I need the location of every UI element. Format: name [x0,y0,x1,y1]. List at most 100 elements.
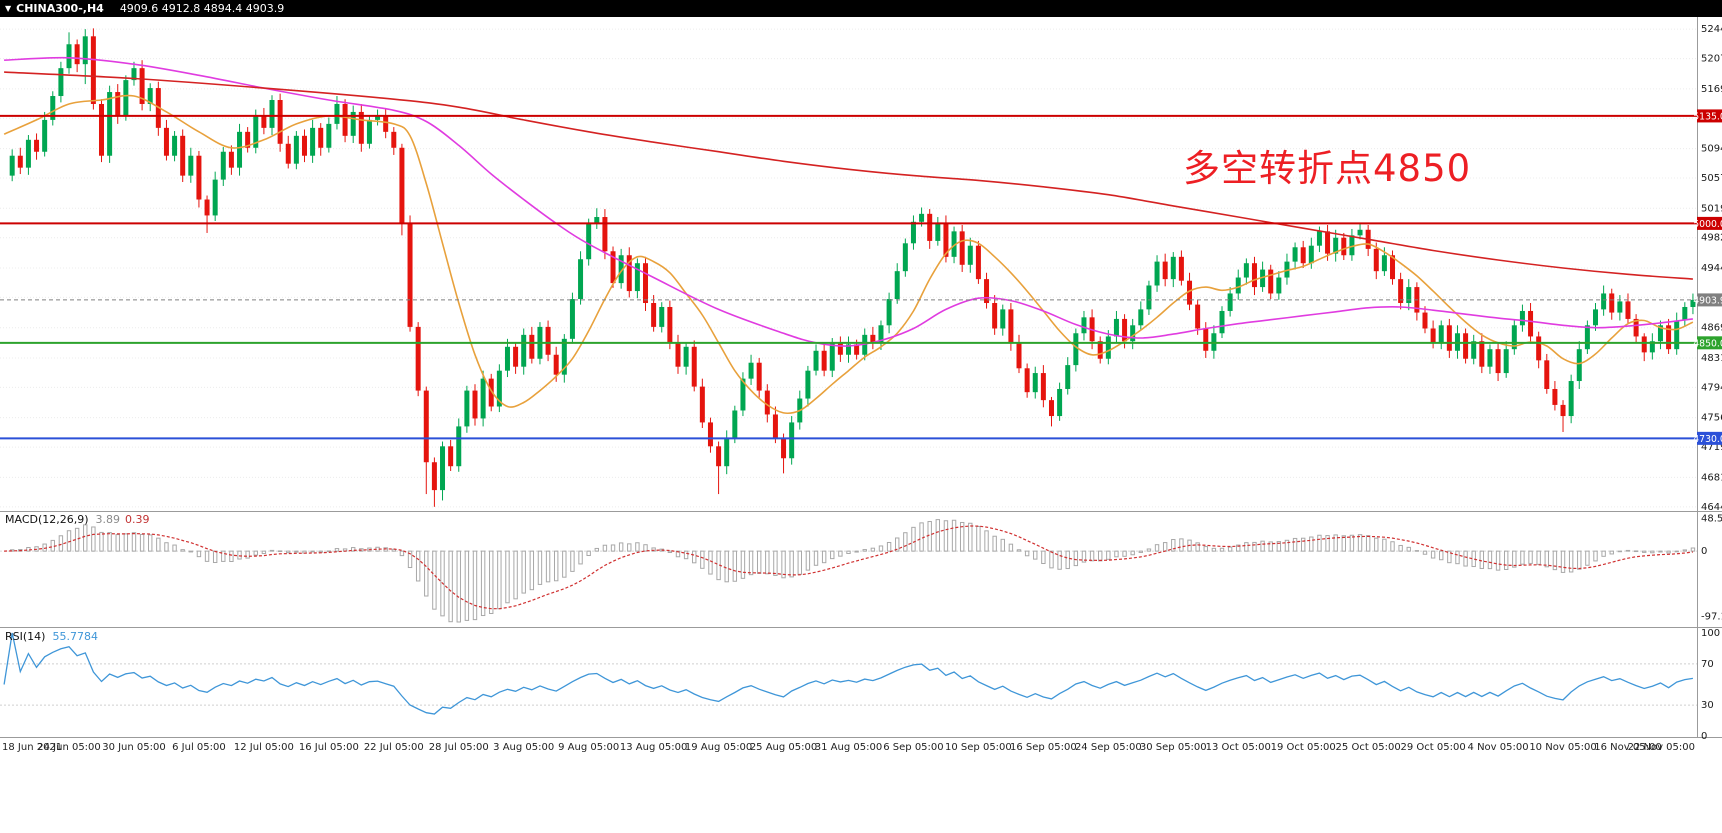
svg-text:5135.0: 5135.0 [1693,111,1722,122]
macd-histogram-bar [1560,550,1566,573]
svg-text:4719.0: 4719.0 [1701,442,1722,453]
macd-histogram-bar [1268,541,1273,552]
macd-histogram-bar [911,526,916,552]
macd-histogram-bar [1114,550,1119,558]
macd-histogram-bar [529,550,535,591]
macd-histogram-bar [1568,550,1574,573]
macd-histogram-bar [1374,537,1379,552]
macd-histogram-bar [1666,550,1671,554]
macd-histogram-bar [903,532,908,552]
price-badge [1697,109,1722,123]
macd-histogram-bar [261,550,267,555]
macd-histogram-bar [1625,549,1631,552]
macd-histogram-bar [1146,548,1152,552]
macd-histogram-bar [1057,550,1062,570]
macd-histogram-bar [846,550,851,554]
symbol-dropdown-icon[interactable]: ▼ [5,4,12,13]
svg-text:19 Aug 05:00: 19 Aug 05:00 [685,742,752,753]
macd-histogram-bar [959,521,965,552]
macd-histogram-bar [1690,547,1696,552]
macd-histogram-bar [1049,550,1054,569]
chart-annotation-text[interactable]: 多空转折点4850 [1183,147,1472,190]
macd-histogram-bar [1512,550,1517,568]
macd-histogram-bar [448,550,453,623]
macd-histogram-bar [1455,550,1460,565]
rsi-pane-label: RSI(14) 55.7784 [5,630,105,643]
macd-histogram-bar [675,550,681,558]
macd-histogram-bar [269,549,275,552]
price-axis[interactable]: 5244.0 5207.0 5169.0 5094.0 5057.0 5019.0 4982… [1701,24,1722,513]
svg-text:16 Nov 05:00: 16 Nov 05:00 [1594,742,1661,753]
macd-histogram-bar [1122,550,1127,557]
macd-histogram-bar [99,531,104,552]
macd-histogram-bar [870,547,876,552]
macd-histogram-bar [326,550,332,553]
macd-histogram-bar [74,527,80,552]
ma-magenta [4,56,1694,347]
macd-histogram-bar [1219,547,1225,552]
macd-histogram-bar [1642,550,1647,553]
indicator-axis[interactable]: 48.5 0 -97.13 100 70 30 0 [1701,513,1722,742]
macd-histogram-bar [1195,542,1200,552]
macd-histogram-bar [1422,550,1428,555]
svg-text:0: 0 [1701,546,1707,557]
svg-text:24 Jun 05:00: 24 Jun 05:00 [37,742,101,753]
macd-histogram-bar [838,550,843,557]
macd-histogram-bar [1398,544,1403,552]
macd-histogram-bar [927,521,932,552]
macd-histogram-bar [1000,538,1005,552]
svg-text:4850.0: 4850.0 [1693,338,1722,349]
macd-histogram-bar [651,547,656,552]
macd-histogram-bar [667,550,673,554]
macd-histogram-bar [399,550,405,557]
macd-histogram-bar [229,550,234,563]
macd-histogram-bar [172,544,177,552]
svg-text:100: 100 [1701,628,1720,639]
macd-histogram-bar [643,544,648,552]
macd-histogram-bar [1479,550,1485,569]
svg-text:4903.9: 4903.9 [1693,295,1722,306]
macd-histogram-bar [692,550,697,564]
rsi-title: RSI(14) [5,630,46,643]
svg-text:10 Nov 05:00: 10 Nov 05:00 [1529,742,1596,753]
macd-histogram-bar [1536,550,1541,565]
svg-text:25 Aug 05:00: 25 Aug 05:00 [750,742,817,753]
macd-histogram-bar [310,550,315,553]
macd-histogram-bar [1601,550,1606,557]
svg-text:5019.0: 5019.0 [1701,203,1722,214]
macd-histogram-bar [1609,550,1614,555]
macd-histogram-bar [854,550,859,553]
macd-histogram-bar [424,550,429,597]
macd-histogram-bar [1552,550,1558,571]
macd-histogram-bar [878,545,884,552]
macd-histogram-bar [578,550,583,565]
macd-histogram-bar [237,550,242,560]
macd-histogram-bar [732,550,738,582]
macd-histogram-bar [594,547,599,552]
svg-text:4 Nov 05:00: 4 Nov 05:00 [1468,742,1529,753]
macd-histogram-bar [188,550,194,553]
macd-histogram-bar [740,550,746,579]
macd-histogram-bar [1211,547,1217,552]
svg-text:19 Oct 05:00: 19 Oct 05:00 [1271,742,1336,753]
macd-histogram-bar [1390,541,1395,552]
macd-histogram-bar [489,550,494,614]
macd-histogram-bar [1430,550,1436,559]
horizontal-level-lines[interactable] [0,114,1697,440]
macd-main-value: 3.89 [95,513,121,526]
macd-histogram-bar [58,535,64,552]
macd-histogram-bar [1357,534,1363,552]
macd-histogram-bar [334,548,340,552]
macd-histogram-bar [805,550,811,571]
macd-histogram-bar [1495,550,1501,571]
svg-text:70: 70 [1701,659,1714,670]
macd-histogram-bar [204,550,210,562]
macd-histogram-bar [83,524,88,552]
macd-histogram-bar [1252,541,1257,552]
macd-histogram-bar [1016,549,1022,552]
macd-histogram-bar [1382,538,1387,552]
svg-text:30: 30 [1701,700,1714,711]
